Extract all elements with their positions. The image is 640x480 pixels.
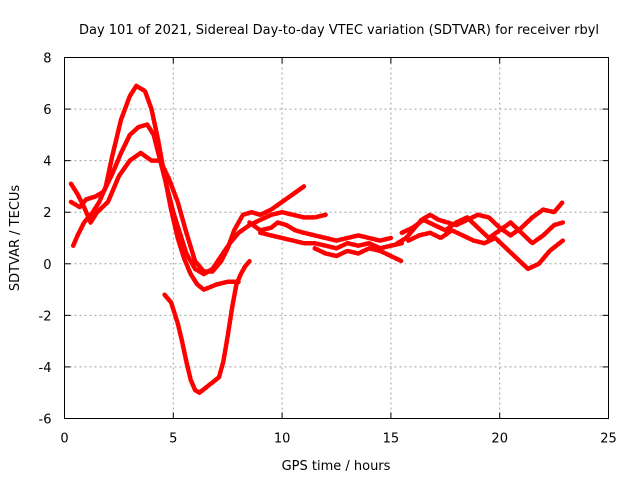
y-tick-label: 6	[43, 103, 51, 118]
series-track-trough	[162, 258, 252, 395]
data-series	[68, 83, 566, 395]
x-tick-label: 0	[60, 432, 68, 447]
x-tick-label: 25	[600, 432, 617, 447]
x-tick-label: 5	[169, 432, 177, 447]
y-tick-label: 2	[43, 206, 51, 221]
chart-title: Day 101 of 2021, Sidereal Day-to-day VTE…	[79, 23, 599, 38]
y-tick-label: 0	[43, 258, 51, 273]
series-track-late-c	[312, 246, 405, 264]
x-tick-label: 20	[491, 432, 508, 447]
x-axis-label: GPS time / hours	[282, 459, 391, 474]
series-track-high-peak	[70, 83, 241, 292]
plot-frame	[64, 57, 609, 419]
series-track-evening-b	[399, 215, 566, 246]
x-tick-label: 10	[274, 432, 291, 447]
y-tick-label: -6	[39, 413, 52, 428]
y-tick-label: 4	[43, 155, 51, 170]
y-tick-label: -4	[39, 361, 52, 376]
series-track-evening-c	[406, 228, 566, 272]
series-track-mid-peak	[68, 122, 328, 277]
grid	[64, 57, 609, 419]
series-track-low-peak	[68, 150, 307, 274]
y-tick-label: -2	[39, 309, 52, 324]
series-track-late-a	[247, 220, 394, 243]
series-track-late-b	[258, 230, 405, 251]
axis-ticks: 0 5 10 15 20 25 -6 -4 -2 0 2 4 6 8	[39, 52, 617, 447]
y-axis-label: SDTVAR / TECUs	[8, 185, 23, 292]
y-tick-label: 8	[43, 52, 51, 67]
x-tick-label: 15	[383, 432, 400, 447]
